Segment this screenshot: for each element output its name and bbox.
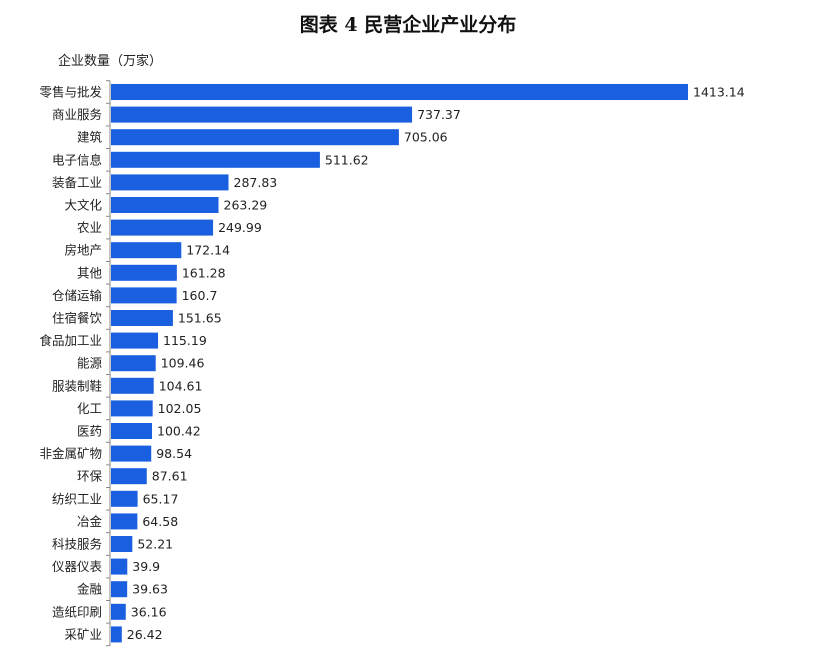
y-tick-label: 仪器仪表 [52,559,103,574]
y-tick-label: 电子信息 [52,152,102,167]
bar [111,513,138,530]
bar [111,423,153,439]
data-label: 100.42 [157,424,201,439]
data-label: 249.99 [218,220,262,235]
y-tick-label: 大文化 [64,198,102,213]
bar [111,264,177,281]
bar [111,400,153,417]
bar [111,287,177,304]
data-label: 287.83 [234,175,278,190]
data-label: 65.17 [143,491,179,506]
y-tick-label: 化工 [77,401,102,416]
bar [111,445,152,462]
bar [111,242,182,259]
bar [111,310,173,326]
data-label: 104.61 [159,378,203,393]
data-label: 39.63 [132,582,168,597]
y-tick-label: 农业 [77,220,102,235]
bar [111,129,399,146]
data-label: 39.9 [132,559,160,574]
y-tick-label: 科技服务 [52,537,102,552]
data-label: 705.06 [404,130,448,145]
y-tick-label: 服装制鞋 [52,378,103,393]
y-tick-label: 造纸印刷 [52,604,102,619]
bar [111,355,156,372]
data-label: 1413.14 [693,85,745,100]
data-label: 98.54 [156,446,192,461]
y-tick-label: 冶金 [77,514,103,529]
data-label: 36.16 [131,604,167,619]
bar [111,151,320,168]
y-tick-label: 商业服务 [52,107,102,122]
y-tick-label: 建筑 [77,130,103,145]
y-axis-title: 企业数量（万家） [58,54,163,69]
bar [111,490,138,507]
bar [111,468,147,485]
data-label: 64.58 [142,514,178,529]
y-tick-label: 环保 [77,469,103,484]
y-tick-label: 其他 [77,265,103,280]
data-label: 511.62 [325,152,369,167]
y-tick-label: 非金属矿物 [39,446,102,461]
bar [111,603,126,620]
y-tick-label: 食品加工业 [39,333,102,348]
y-tick-label: 能源 [77,356,103,371]
chart-title: 图表 4 民营企业产业分布 [299,14,517,36]
y-tick-label: 采矿业 [64,627,102,642]
data-label: 109.46 [161,356,205,371]
data-label: 102.05 [158,401,202,416]
bar [111,558,128,575]
data-label: 115.19 [163,333,207,348]
data-label: 151.65 [178,311,222,326]
bar [111,377,154,394]
y-tick-label: 住宿餐饮 [52,311,103,326]
y-tick-label: 金融 [77,582,103,597]
data-label: 26.42 [127,627,163,642]
y-tick-label: 医药 [77,424,102,439]
bar [111,219,214,236]
bar [111,581,128,598]
y-tick-label: 装备工业 [52,175,102,190]
data-label: 160.7 [182,288,218,303]
y-tick-label: 纺织工业 [52,491,102,506]
data-label: 737.37 [417,107,461,122]
y-tick-label: 仓储运输 [52,288,103,303]
bar [111,174,229,191]
data-label: 172.14 [186,243,230,258]
data-label: 161.28 [182,265,226,280]
data-label: 263.29 [224,198,268,213]
bar [111,197,219,213]
y-tick-label: 零售与批发 [39,85,102,100]
data-label: 52.21 [137,537,173,552]
bar [111,332,159,349]
bar [111,626,122,643]
bar [111,84,688,100]
bar [111,536,133,552]
y-tick-label: 房地产 [64,243,102,258]
bar [111,106,413,123]
data-label: 87.61 [152,469,188,484]
